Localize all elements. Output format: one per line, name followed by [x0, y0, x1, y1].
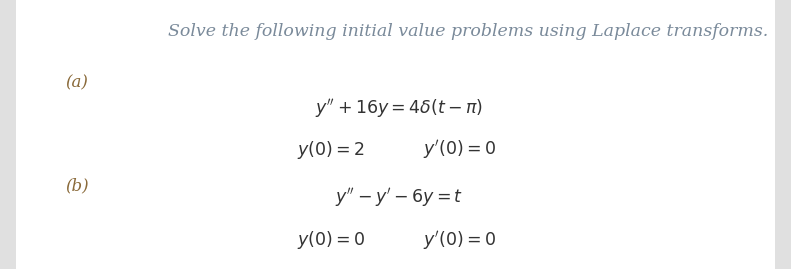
Text: $y'(0) = 0$: $y'(0) = 0$ — [423, 229, 497, 252]
Text: $y(0) = 2$: $y(0) = 2$ — [297, 139, 365, 161]
Text: (b): (b) — [65, 178, 89, 195]
Text: $y'' - y' - 6y = t$: $y'' - y' - 6y = t$ — [335, 186, 464, 209]
Text: $y(0) = 0$: $y(0) = 0$ — [297, 229, 365, 251]
Text: $y'(0) = 0$: $y'(0) = 0$ — [423, 139, 497, 161]
Text: $y'' + 16y = 4\delta(t - \pi)$: $y'' + 16y = 4\delta(t - \pi)$ — [316, 97, 483, 120]
Text: (a): (a) — [65, 74, 88, 91]
Text: Solve the following initial value problems using Laplace transforms.: Solve the following initial value proble… — [168, 23, 768, 40]
